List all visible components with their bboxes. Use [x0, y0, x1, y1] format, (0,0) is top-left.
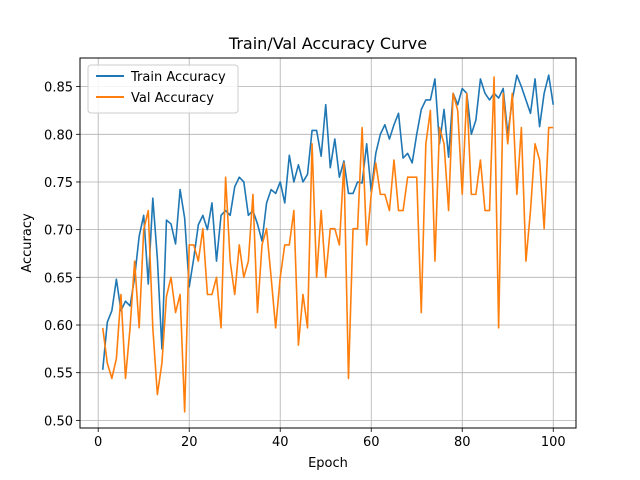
- y-tick-label: 0.70: [44, 224, 73, 239]
- legend-train-label: Train Accuracy: [130, 70, 226, 85]
- series-layer: [101, 74, 555, 413]
- ticks: 0 20 40 60 80 100 0.50 0.55 0.60 0.65 0.70 0.75 0.80…: [44, 81, 566, 450]
- x-tick-label: 80: [454, 435, 471, 450]
- x-tick-label: 0: [94, 435, 102, 450]
- y-tick-label: 0.80: [44, 128, 73, 143]
- legend: Train Accuracy Val Accuracy: [87, 64, 239, 114]
- x-tick-label: 100: [541, 435, 566, 450]
- y-axis-label: Accuracy: [20, 213, 35, 273]
- x-axis-label: Epoch: [308, 456, 348, 471]
- y-tick-label: 0.75: [44, 176, 73, 191]
- x-tick-label: 20: [181, 435, 198, 450]
- y-tick-label: 0.65: [44, 271, 73, 286]
- series-line-train-accuracy: [101, 74, 555, 370]
- legend-val-label: Val Accuracy: [131, 91, 214, 106]
- plot-frame: [79, 57, 577, 429]
- series-line-val-accuracy: [101, 76, 554, 413]
- y-tick-label: 0.55: [44, 367, 73, 382]
- y-tick-label: 0.85: [44, 81, 73, 96]
- y-tick-label: 0.60: [44, 319, 73, 334]
- x-tick-label: 40: [272, 435, 289, 450]
- x-tick-label: 60: [363, 435, 380, 450]
- y-tick-label: 0.50: [44, 414, 73, 429]
- legend-box: [87, 64, 239, 114]
- chart-title: Train/Val Accuracy Curve: [228, 34, 427, 53]
